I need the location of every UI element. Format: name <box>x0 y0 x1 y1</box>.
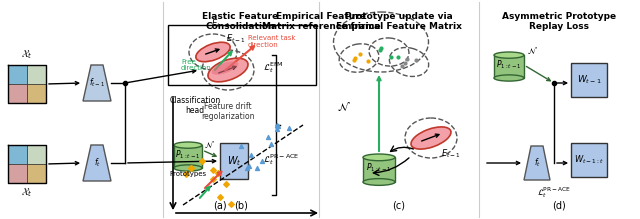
Point <box>208 178 218 181</box>
Point <box>214 196 225 199</box>
FancyBboxPatch shape <box>174 145 202 168</box>
Text: (b): (b) <box>234 200 248 210</box>
Ellipse shape <box>494 52 524 58</box>
Bar <box>27 65 45 83</box>
Text: Feature drift
regolarization: Feature drift regolarization <box>201 102 255 121</box>
Text: $P_{1:t-1}$: $P_{1:t-1}$ <box>366 162 392 174</box>
Text: $W_{t-1}$: $W_{t-1}$ <box>577 74 602 86</box>
Text: $E_{t-1}$: $E_{t-1}$ <box>226 32 246 45</box>
Ellipse shape <box>174 142 202 148</box>
Point <box>252 167 262 170</box>
Text: Prototypes: Prototypes <box>170 171 207 177</box>
Ellipse shape <box>411 127 451 149</box>
Text: $f_t$: $f_t$ <box>93 157 100 169</box>
Bar <box>8 145 26 164</box>
Text: $\mathcal{N}$: $\mathcal{N}$ <box>204 138 215 150</box>
Point <box>225 202 236 205</box>
Bar <box>27 145 45 164</box>
Point <box>246 153 256 157</box>
Point <box>262 136 273 139</box>
Text: $E_{t-1}$: $E_{t-1}$ <box>441 148 461 161</box>
Point <box>242 166 252 169</box>
Ellipse shape <box>196 42 230 62</box>
Text: $f_t$: $f_t$ <box>534 157 541 169</box>
Point <box>186 166 196 170</box>
FancyBboxPatch shape <box>363 157 395 182</box>
Bar <box>8 164 26 182</box>
Text: Asymmetric Prototype
Replay Loss: Asymmetric Prototype Replay Loss <box>502 12 616 31</box>
Text: $\mathcal{X}_t$: $\mathcal{X}_t$ <box>21 48 33 61</box>
Point <box>266 142 276 145</box>
Bar <box>571 143 607 177</box>
Bar <box>8 84 26 102</box>
Point <box>284 126 294 129</box>
Ellipse shape <box>363 179 395 185</box>
Point <box>244 164 254 168</box>
Text: Prototype update via
Empirical Feature Matrix: Prototype update via Empirical Feature M… <box>336 12 462 31</box>
Text: Classification
head: Classification head <box>170 96 221 115</box>
Polygon shape <box>524 146 550 180</box>
Point <box>196 159 207 163</box>
Text: $f_{t-1}$: $f_{t-1}$ <box>89 77 105 89</box>
Ellipse shape <box>494 75 524 81</box>
Bar <box>27 164 45 182</box>
FancyBboxPatch shape <box>494 55 524 78</box>
Bar <box>571 63 607 97</box>
Text: (d): (d) <box>552 200 566 210</box>
Text: Empirical Feature
Matrix reference frame: Empirical Feature Matrix reference frame <box>262 12 380 31</box>
Point <box>271 127 282 131</box>
Bar <box>27 84 45 102</box>
Text: $E_{t-1}$: $E_{t-1}$ <box>211 18 231 30</box>
Text: Elastic Feature
Consolidation: Elastic Feature Consolidation <box>202 12 278 31</box>
Text: $\mathcal{N}$: $\mathcal{N}$ <box>527 46 538 57</box>
Point <box>257 159 267 163</box>
Text: Free
direction: Free direction <box>181 58 212 71</box>
Text: $P_{1:t-1}$: $P_{1:t-1}$ <box>175 149 201 161</box>
Ellipse shape <box>174 165 202 171</box>
Text: $\mathcal{L}_t^{\mathrm{PR-ACE}}$: $\mathcal{L}_t^{\mathrm{PR-ACE}}$ <box>263 153 300 168</box>
Text: $W_t$: $W_t$ <box>227 154 241 168</box>
Text: $\mathcal{X}_t$: $\mathcal{X}_t$ <box>21 186 33 199</box>
Ellipse shape <box>363 154 395 161</box>
Point <box>221 182 232 185</box>
Point <box>186 166 196 170</box>
Ellipse shape <box>208 58 248 82</box>
Bar <box>8 65 26 83</box>
Point <box>208 168 218 171</box>
Text: (c): (c) <box>392 200 406 210</box>
Text: (a): (a) <box>213 200 227 210</box>
Text: $P_{1:t-1}$: $P_{1:t-1}$ <box>496 59 522 71</box>
Text: $\mathcal{N}$: $\mathcal{N}$ <box>337 100 351 113</box>
Text: $\mathcal{L}_t^{\mathrm{EFM}}$: $\mathcal{L}_t^{\mathrm{EFM}}$ <box>263 60 284 76</box>
Polygon shape <box>83 145 111 181</box>
Point <box>180 172 191 175</box>
Point <box>273 123 283 126</box>
Bar <box>220 143 248 179</box>
Text: $\mathcal{L}_t^{\mathrm{PR-ACE}}$: $\mathcal{L}_t^{\mathrm{PR-ACE}}$ <box>537 185 571 200</box>
Polygon shape <box>83 65 111 101</box>
Point <box>236 145 246 148</box>
Text: Relevant task
direction: Relevant task direction <box>248 35 296 48</box>
Point <box>273 124 283 128</box>
Ellipse shape <box>212 61 238 75</box>
Text: $W_{t-1:t}$: $W_{t-1:t}$ <box>574 154 604 166</box>
Point <box>213 171 223 175</box>
